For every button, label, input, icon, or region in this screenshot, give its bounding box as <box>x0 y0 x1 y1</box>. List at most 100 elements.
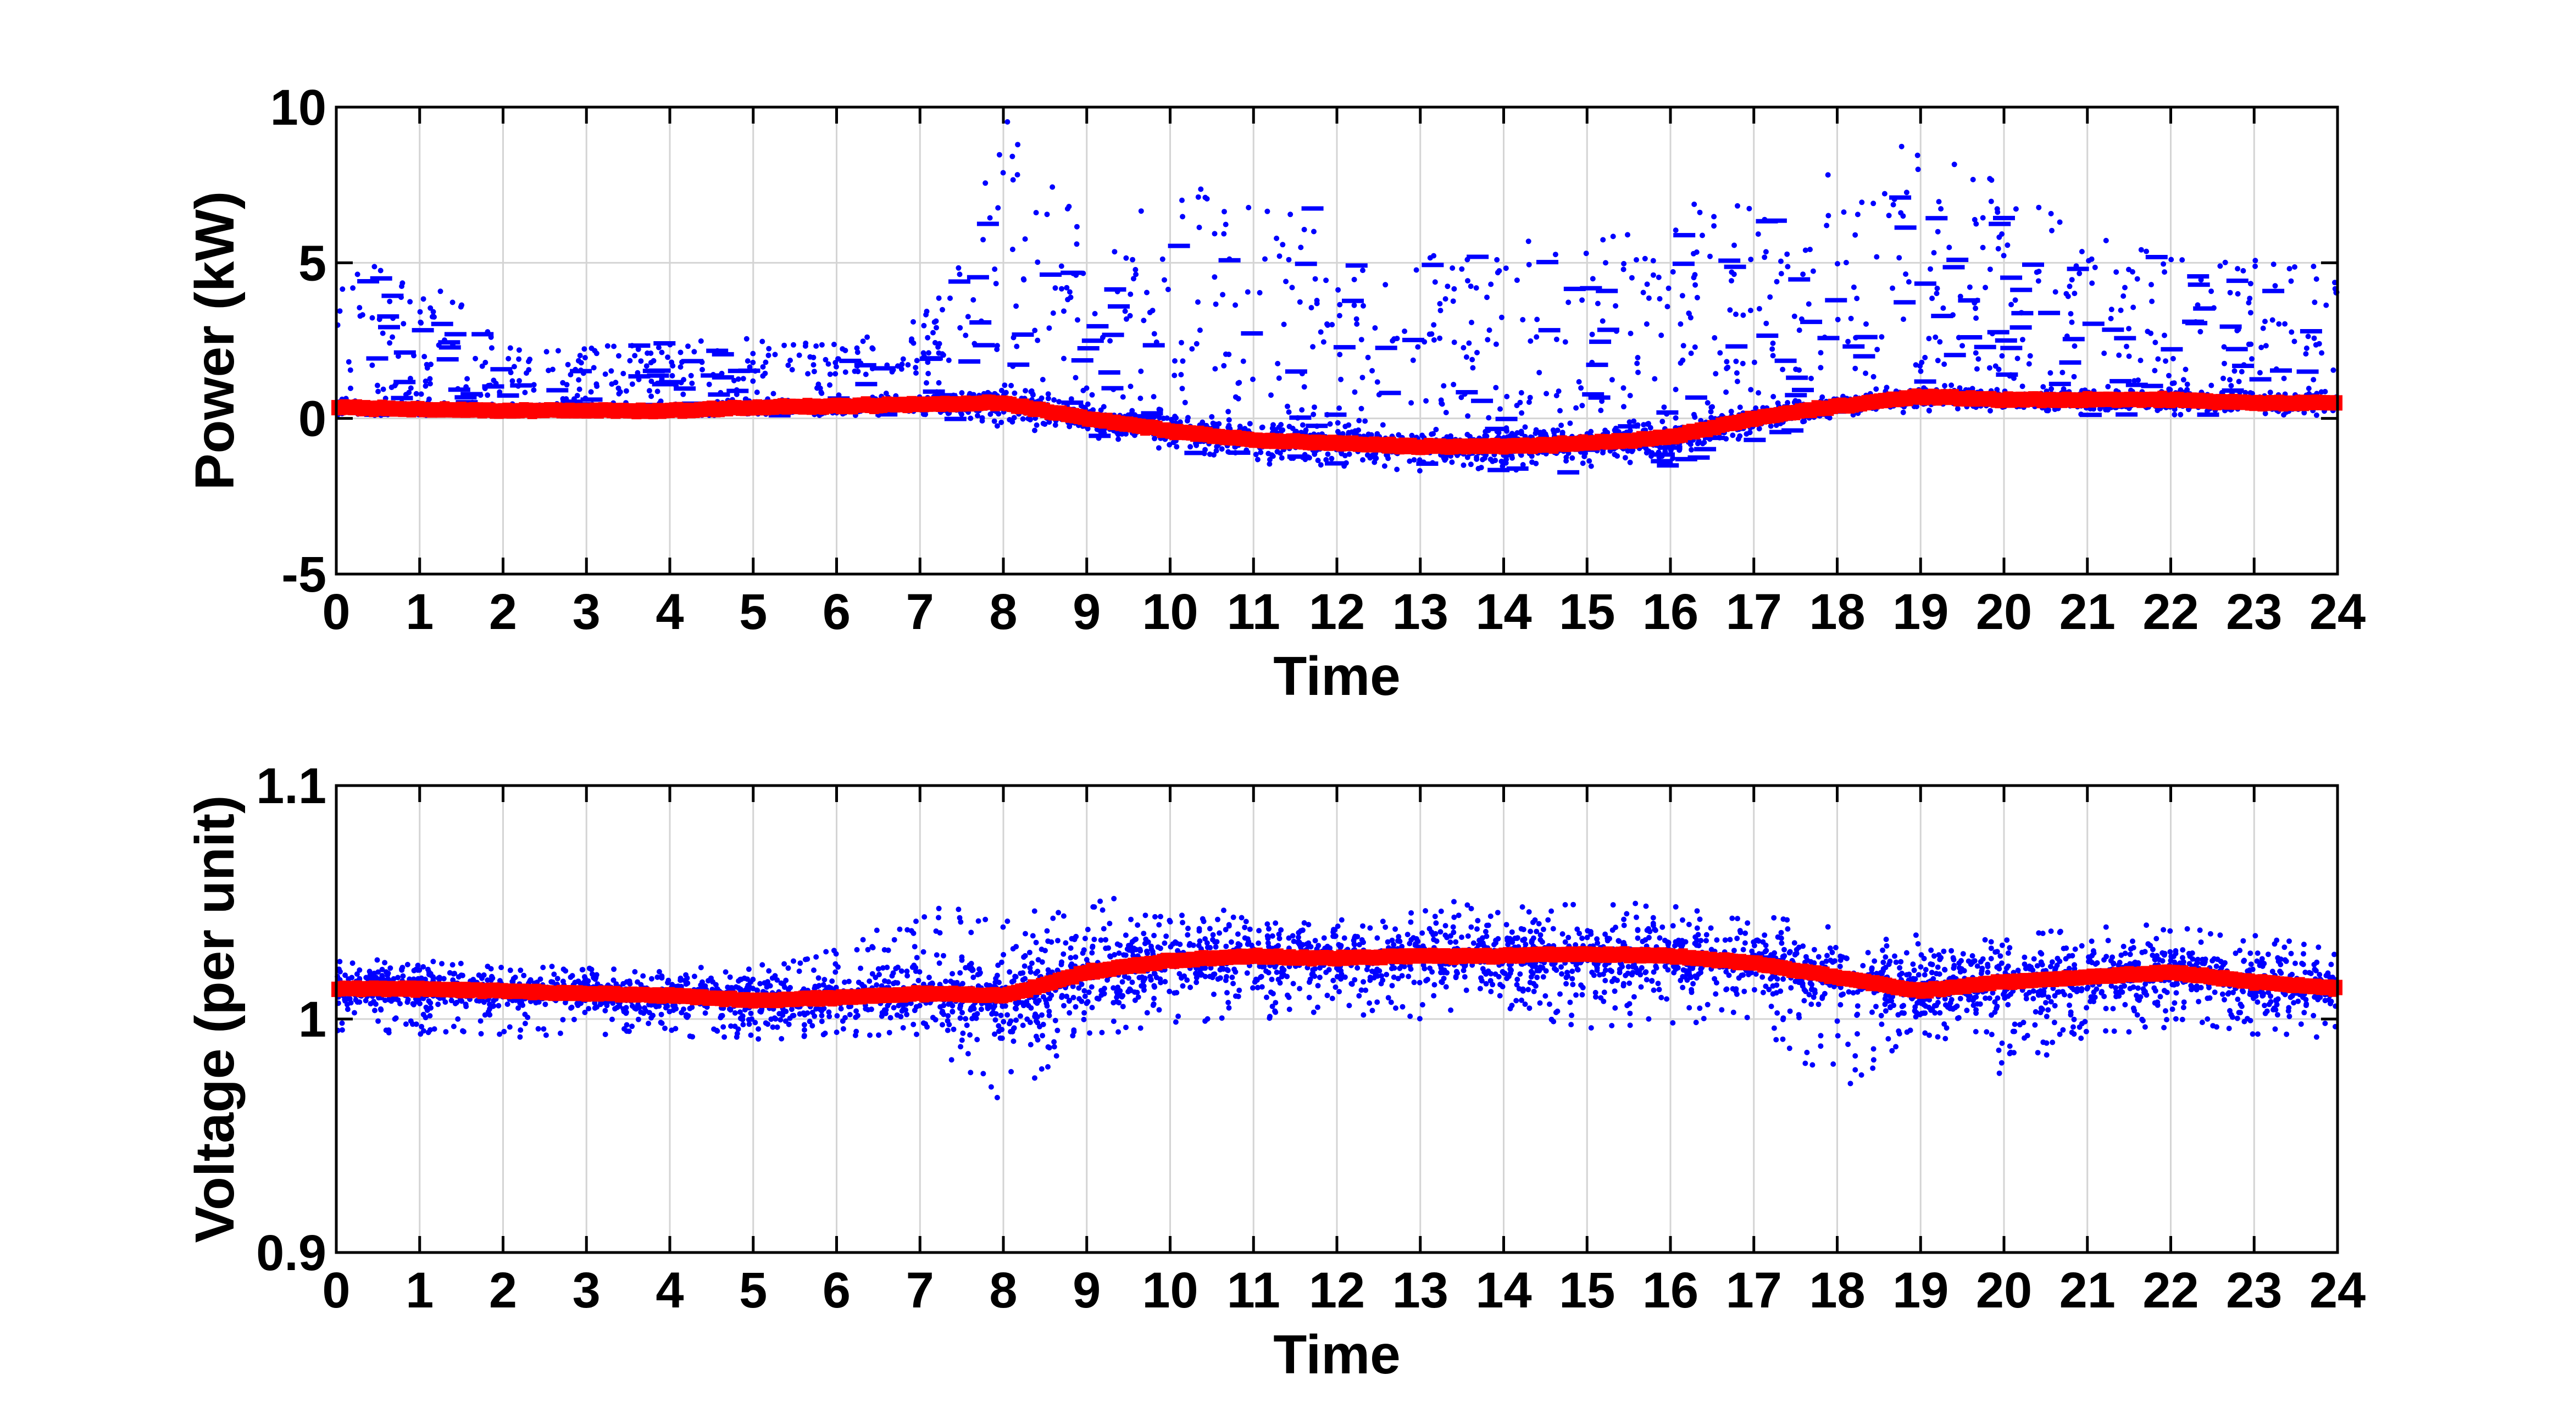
sample-point <box>1494 257 1500 263</box>
sample-point <box>1068 294 1074 300</box>
sample-point <box>1724 359 1730 365</box>
sample-point <box>2322 388 2328 394</box>
sample-dash <box>570 369 592 374</box>
sample-point <box>1195 299 1201 305</box>
sample-point <box>623 388 629 394</box>
sample-point <box>1989 177 1995 183</box>
sample-point <box>1808 375 1814 381</box>
sample-dash <box>728 369 750 374</box>
sample-point <box>374 382 380 388</box>
sample-point <box>1035 337 1041 343</box>
sample-point <box>1299 407 1305 413</box>
sample-point <box>975 413 980 419</box>
sample-point <box>1756 426 1762 432</box>
sample-point <box>2108 307 2114 313</box>
sample-point <box>1151 331 1157 337</box>
sample-point <box>2303 345 2309 351</box>
sample-point <box>680 391 686 397</box>
sample-dash <box>674 386 696 391</box>
sample-point <box>1008 382 1014 388</box>
sample-point <box>1132 266 1139 272</box>
sample-dash <box>1061 270 1083 275</box>
sample-point <box>1040 420 1046 426</box>
sample-point <box>959 390 965 396</box>
sample-point <box>1358 405 1364 411</box>
sample-point <box>870 346 876 352</box>
sample-dash <box>2226 279 2249 283</box>
sample-point <box>2138 358 2144 364</box>
sample-dash <box>1218 258 1241 263</box>
sample-point <box>588 389 594 395</box>
sample-point <box>659 349 665 355</box>
sample-point <box>747 364 753 370</box>
sample-point <box>1670 269 1676 275</box>
sample-point <box>1509 431 1515 437</box>
sample-point <box>1417 468 1423 474</box>
sample-point <box>2330 367 2336 373</box>
sample-dash <box>1944 353 1966 358</box>
x-tick-label: 5 <box>739 584 767 640</box>
sample-point <box>1870 201 1877 207</box>
sample-point <box>1301 226 1307 232</box>
sample-dash <box>681 359 704 364</box>
sample-point <box>1493 341 1499 347</box>
sample-point <box>813 343 819 349</box>
sample-point <box>421 354 428 360</box>
sample-point <box>1620 266 1626 272</box>
sample-point <box>1465 278 1470 284</box>
sample-point <box>560 380 566 386</box>
sample-dash <box>1718 258 1741 263</box>
sample-dash <box>580 397 603 402</box>
sample-point <box>1495 270 1501 276</box>
sample-point <box>1536 370 1542 376</box>
x-tick-label: 2 <box>489 584 517 640</box>
sample-point <box>522 389 528 396</box>
sample-dash <box>2038 310 2061 315</box>
sample-point <box>1451 286 1457 292</box>
sample-point <box>1567 420 1573 426</box>
sample-dash <box>1102 332 1124 337</box>
sample-point <box>1267 461 1273 467</box>
sample-point <box>2013 206 2019 212</box>
sample-point <box>1938 206 1944 212</box>
sample-point <box>819 342 825 348</box>
sample-point <box>1595 300 1601 307</box>
sample-point <box>646 388 652 394</box>
sample-point <box>1196 225 1202 230</box>
sample-point <box>1967 284 1973 290</box>
sample-dash <box>2270 368 2292 373</box>
sample-point <box>2231 368 2238 374</box>
sample-dash <box>1061 400 1084 405</box>
sample-point <box>1835 316 1841 322</box>
sample-point <box>1768 423 1774 429</box>
sample-point <box>1372 325 1378 331</box>
sample-point <box>1519 410 1525 416</box>
sample-point <box>2155 356 2161 362</box>
sample-dash <box>2079 413 2102 418</box>
sample-point <box>1784 251 1790 257</box>
sample-point <box>377 268 384 274</box>
sample-point <box>1818 350 1824 356</box>
sample-dash <box>1487 467 1510 472</box>
sample-point <box>1729 278 1734 284</box>
sample-dash <box>1142 343 1165 348</box>
sample-point <box>911 319 916 325</box>
sample-point <box>1253 452 1259 458</box>
sample-point <box>1901 316 1906 322</box>
sample-point <box>1845 338 1851 344</box>
sample-point <box>1358 337 1364 343</box>
sample-point <box>1727 307 1733 313</box>
sample-point <box>1514 277 1520 283</box>
sample-point <box>1021 277 1027 283</box>
sample-point <box>1942 383 1948 389</box>
sample-point <box>963 332 969 338</box>
sample-point <box>1050 184 1056 190</box>
sample-point <box>1013 303 1019 309</box>
sample-point <box>987 411 993 417</box>
sample-point <box>617 389 623 395</box>
sample-dash <box>2188 282 2210 287</box>
sample-point <box>2072 291 2078 297</box>
sample-point <box>1445 283 1451 290</box>
sample-dash <box>2009 325 2032 330</box>
sample-point <box>582 355 588 361</box>
